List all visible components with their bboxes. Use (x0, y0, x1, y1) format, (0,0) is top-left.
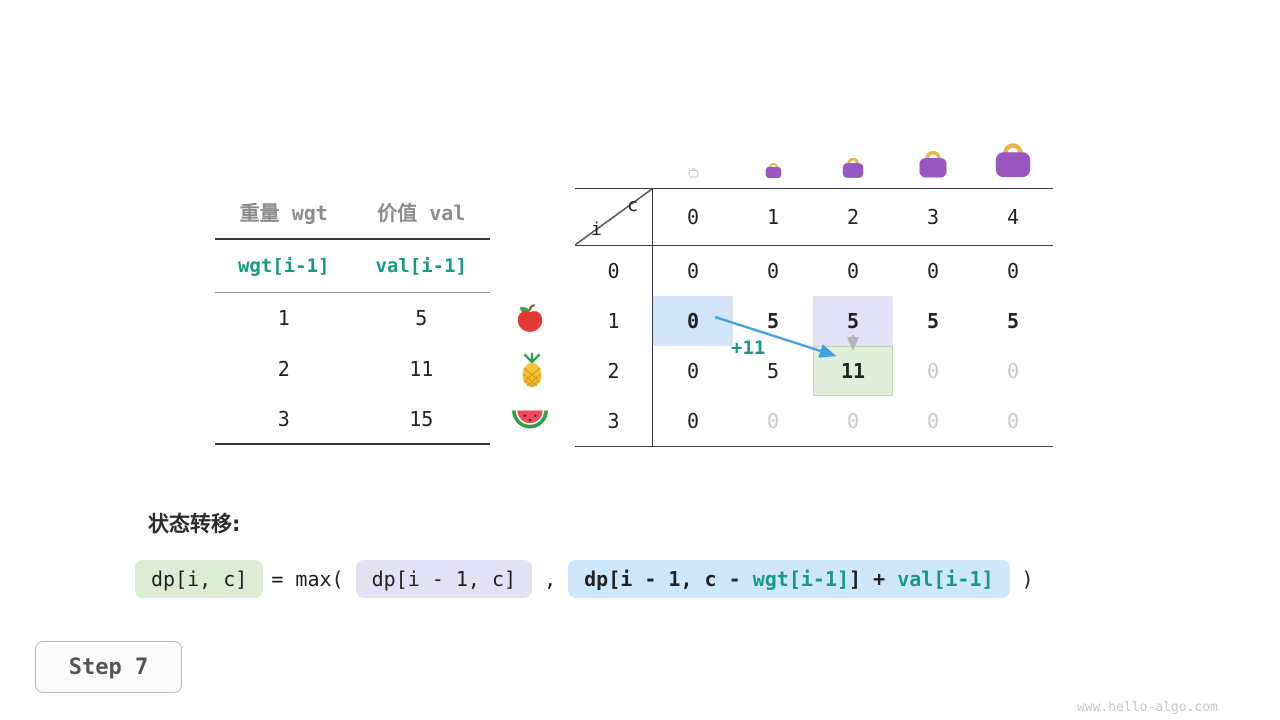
formula-term1: dp[i - 1, c] (355, 560, 533, 598)
term2-wgt: wgt[i-1] (752, 567, 850, 591)
dp-cell-3-4: 0 (1006, 409, 1020, 433)
pineapple-icon (516, 351, 548, 393)
row-variable-label: i (591, 219, 602, 240)
bag-icon-capacity-3 (893, 125, 973, 183)
item-row-apple: 1 5 (215, 293, 490, 344)
dp-cell-0-0: 0 (686, 259, 700, 283)
dp-cell-1-3: 5 (926, 309, 940, 333)
item-value: 5 (415, 306, 428, 330)
bag-icon-capacity-0 (653, 125, 733, 183)
step-badge: Step 7 (35, 641, 182, 693)
transition-title: 状态转移: (148, 512, 241, 536)
term2-val: val[i-1] (897, 567, 994, 591)
formula-lhs: dp[i, c] (135, 560, 264, 598)
dp-cell-0-1: 0 (766, 259, 780, 283)
value-column-header: 价值 val (377, 201, 466, 225)
term2-mid: ] + (849, 567, 898, 591)
item-value: 15 (409, 407, 434, 431)
watermark: www.hello-algo.com (1077, 700, 1218, 715)
bag-icon-capacity-1 (733, 125, 813, 183)
dp-cell-3-0: 0 (686, 409, 700, 433)
dp-row-header-0: 0 (575, 246, 653, 296)
dp-cell-1-2-compare-highlight: 5 (813, 296, 893, 346)
item-table-header: 重量 wgt 价值 val (215, 190, 490, 240)
item-weight: 3 (277, 407, 290, 431)
dp-row-header-2: 2 (575, 346, 653, 396)
dp-col-header-1: 1 (733, 189, 813, 246)
dp-col-header-2: 2 (813, 189, 893, 246)
weight-column-header: 重量 wgt (239, 201, 328, 225)
item-weight: 2 (277, 357, 290, 381)
item-table: 重量 wgt 价值 val wgt[i-1] val[i-1] 1 5 2 11… (215, 190, 490, 445)
formula-operator: = max( (271, 567, 344, 591)
item-row-pineapple: 2 11 (215, 344, 490, 395)
dp-cell-2-0: 0 (686, 359, 700, 383)
dp-table: c i 0 1 2 3 4 0 0 0 0 0 0 1 0 5 5 5 5 2 … (575, 188, 1053, 447)
item-row-watermelon: 3 15 (215, 395, 490, 445)
bag-icon-capacity-4 (973, 125, 1053, 183)
val-formula-label: val[i-1] (375, 255, 467, 277)
dp-cell-0-3: 0 (926, 259, 940, 283)
dp-cell-1-4: 5 (1006, 309, 1020, 333)
dp-cell-3-1: 0 (766, 409, 780, 433)
dp-row-header-1: 1 (575, 296, 653, 346)
dp-col-header-0: 0 (653, 189, 733, 246)
item-table-subheader: wgt[i-1] val[i-1] (215, 240, 490, 293)
dp-col-header-4: 4 (973, 189, 1053, 246)
dp-row-header-3: 3 (575, 396, 653, 446)
dp-cell-3-3: 0 (926, 409, 940, 433)
dp-cell-3-2: 0 (846, 409, 860, 433)
dp-cell-2-4: 0 (1006, 359, 1020, 383)
formula-term2: dp[i - 1, c - wgt[i-1]] + val[i-1] (568, 560, 1010, 598)
arrow-value-label: +11 (731, 337, 766, 359)
dp-corner-cell: c i (575, 189, 653, 246)
apple-icon (513, 301, 547, 339)
formula-separator: , (544, 567, 557, 591)
dp-cell-0-4: 0 (1006, 259, 1020, 283)
item-value: 11 (409, 357, 434, 381)
transition-formula: dp[i, c] = max( dp[i - 1, c] , dp[i - 1,… (135, 560, 1042, 598)
dp-cell-1-0-source-highlight: 0 (653, 296, 733, 346)
watermelon-icon (511, 409, 549, 435)
term2-prefix: dp[i - 1, c - (584, 567, 753, 591)
item-weight: 1 (277, 306, 290, 330)
col-variable-label: c (627, 195, 638, 216)
capacity-bags-row (653, 125, 1053, 183)
dp-cell-2-2-current-highlight: 11 (813, 346, 893, 396)
formula-close: ) (1021, 567, 1034, 591)
bag-icon-capacity-2 (813, 125, 893, 183)
wgt-formula-label: wgt[i-1] (237, 255, 330, 277)
dp-cell-2-3: 0 (926, 359, 940, 383)
dp-cell-0-2: 0 (846, 259, 860, 283)
dp-col-header-3: 3 (893, 189, 973, 246)
dp-cell-2-1: 5 (766, 359, 780, 383)
